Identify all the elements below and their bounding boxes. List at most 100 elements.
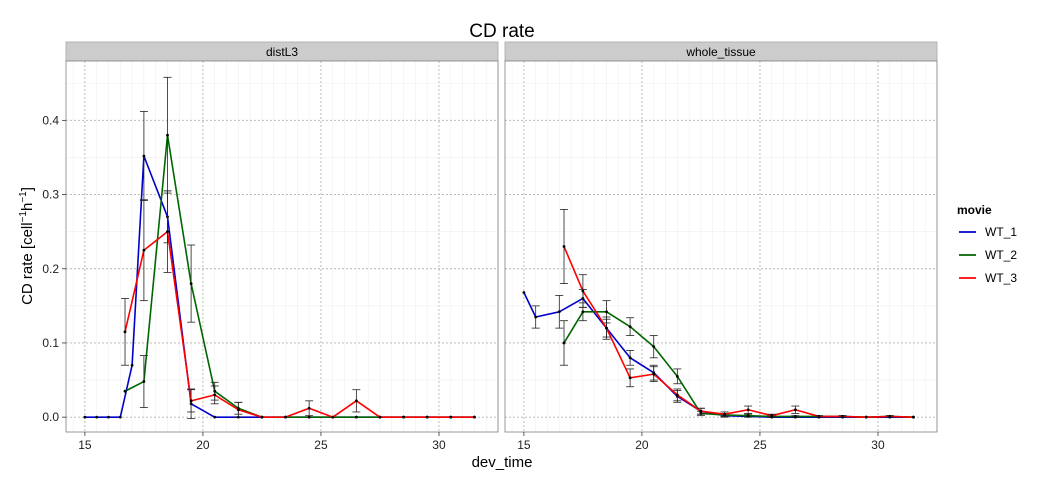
y-axis-label-end: ] [19, 187, 36, 191]
data-point [331, 415, 335, 419]
x-tick-label: 20 [635, 438, 649, 452]
legend-item-WT_2: WT_2 [959, 248, 1017, 262]
plot-area [66, 61, 498, 432]
data-point [746, 414, 750, 418]
y-axis-label: CD rate [cell−1h−1] [18, 187, 36, 305]
data-point [236, 408, 240, 412]
y-axis-label-mid: h [19, 203, 36, 211]
data-point [605, 310, 608, 314]
data-point [378, 415, 382, 419]
data-point [652, 372, 656, 376]
legend-label: WT_2 [985, 248, 1017, 262]
x-tick-label: 30 [432, 438, 446, 452]
data-point [522, 291, 526, 294]
data-point [770, 414, 774, 418]
facet-strip-label: whole_tissue [685, 45, 756, 59]
data-point [107, 415, 110, 419]
grid [505, 61, 938, 432]
panel-distL3: distL3 15 20 25 30 0.0 0.1 0.2 0.3 0.4 [42, 41, 499, 452]
y-tick-label: 0.1 [42, 336, 59, 350]
x-tick-label: 20 [196, 438, 210, 452]
data-point [793, 408, 797, 412]
chart-title: CD rate [469, 21, 534, 42]
series-line [563, 246, 914, 418]
data-point [123, 330, 127, 334]
data-point [142, 154, 146, 158]
x-axis-label: dev_time [472, 454, 533, 471]
data-point [142, 248, 146, 252]
data-point [562, 245, 566, 248]
data-point [354, 415, 358, 419]
panel-border [504, 60, 938, 433]
data-point [628, 376, 632, 380]
legend-label: WT_1 [985, 225, 1017, 239]
data-point [723, 412, 726, 416]
data-point [675, 374, 679, 378]
x-tick-label: 25 [314, 438, 328, 452]
panel-whole_tissue: whole_tissue 15 20 25 30 [504, 41, 938, 452]
data-point [628, 325, 632, 329]
data-point [675, 393, 679, 397]
legend-item-WT_1: WT_1 [959, 225, 1017, 239]
y-tick-label: 0.0 [42, 410, 59, 424]
data-point [793, 415, 797, 418]
legend-title: movie [957, 203, 992, 217]
y-tick-label: 0.3 [42, 188, 59, 202]
series-WT_3 [560, 208, 915, 419]
data-point [534, 315, 538, 319]
data-point [260, 415, 264, 419]
data-point [166, 230, 169, 234]
data-point [628, 356, 632, 360]
data-point [307, 415, 311, 419]
y-axis-label-sup1: −1 [18, 211, 29, 223]
data-point [307, 406, 311, 410]
panel-border [65, 60, 499, 433]
series-WT_3 [121, 190, 476, 419]
data-point [864, 415, 868, 419]
panels: distL3 15 20 25 30 0.0 0.1 0.2 0.3 0.4 whole_tissu… [42, 41, 938, 452]
data-point [699, 409, 703, 413]
data-point [123, 389, 127, 393]
data-point [425, 415, 429, 419]
data-point [189, 282, 193, 285]
y-axis-label-sup2: −1 [18, 191, 29, 203]
x-tick-label: 30 [871, 438, 885, 452]
data-point [213, 415, 217, 419]
data-point [581, 310, 585, 314]
data-point [817, 415, 821, 418]
data-point [118, 415, 122, 419]
data-point [472, 415, 476, 419]
facet-strip-label: distL3 [266, 45, 298, 59]
data-point [95, 415, 99, 419]
y-axis-label-main: CD rate [cell [19, 222, 36, 305]
data-point [402, 415, 405, 419]
data-point [888, 415, 892, 418]
data-point [284, 415, 287, 419]
legend-label: WT_3 [985, 271, 1017, 285]
data-point [605, 326, 608, 330]
x-tick-label: 25 [753, 438, 767, 452]
data-point [354, 399, 358, 403]
data-point [581, 289, 585, 293]
x-tick-label: 15 [78, 438, 92, 452]
y-tick-label: 0.2 [42, 262, 59, 276]
x-tick-label: 15 [517, 438, 531, 452]
series-line [124, 230, 475, 418]
data-point [213, 393, 217, 397]
plot-area [505, 61, 937, 432]
data-point [130, 363, 134, 367]
data-point [83, 415, 87, 419]
data-point [746, 408, 750, 412]
data-point [557, 310, 561, 314]
legend: movie WT_1 WT_2 WT_3 [957, 203, 1017, 285]
legend-item-WT_3: WT_3 [959, 271, 1017, 285]
data-point [449, 415, 453, 419]
data-point [841, 415, 844, 418]
data-point [652, 345, 656, 349]
data-point [189, 399, 193, 403]
y-tick-label: 0.4 [42, 113, 59, 127]
data-point [166, 133, 169, 137]
data-point [911, 415, 915, 419]
